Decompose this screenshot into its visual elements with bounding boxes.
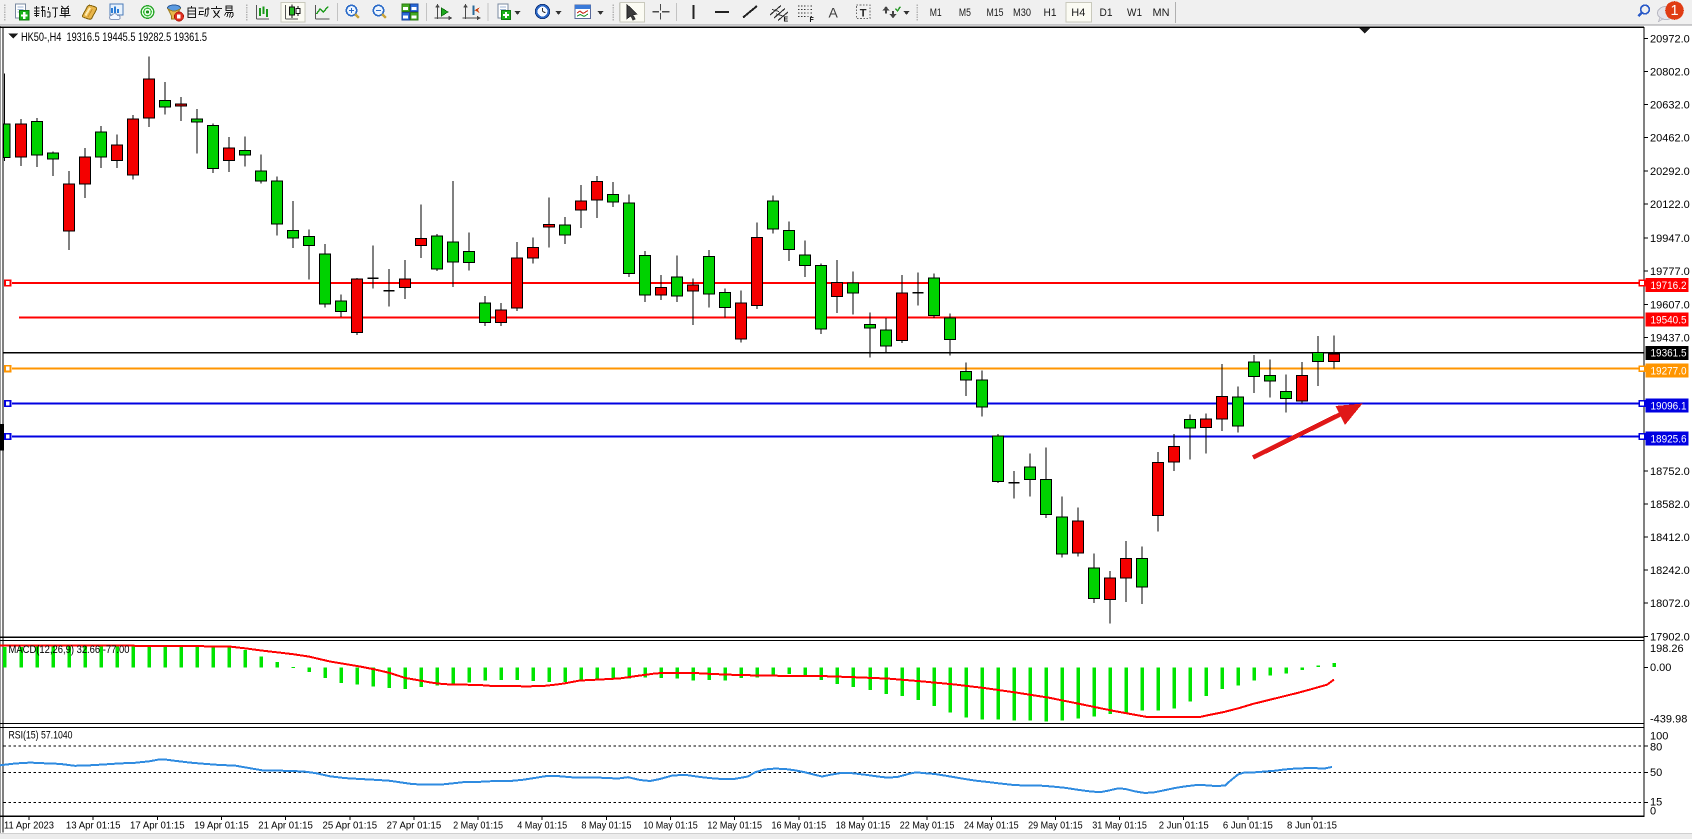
svg-text:H1: H1 bbox=[1044, 7, 1057, 19]
svg-text:10 May 01:15: 10 May 01:15 bbox=[643, 820, 698, 832]
svg-text:M30: M30 bbox=[1013, 7, 1031, 19]
svg-text:4 May 01:15: 4 May 01:15 bbox=[517, 820, 567, 832]
svg-text:MN: MN bbox=[1153, 7, 1170, 19]
svg-text:F: F bbox=[810, 17, 815, 24]
svg-text:T: T bbox=[860, 7, 867, 19]
svg-text:50: 50 bbox=[1650, 767, 1662, 779]
svg-text:25 Apr 01:15: 25 Apr 01:15 bbox=[323, 820, 378, 832]
svg-text:16 May 01:15: 16 May 01:15 bbox=[772, 820, 827, 832]
svg-text:21 Apr 01:15: 21 Apr 01:15 bbox=[258, 820, 313, 832]
svg-text:19277.0: 19277.0 bbox=[1651, 366, 1687, 378]
svg-text:MACD(12,26,9) 32.66 -77.00: MACD(12,26,9) 32.66 -77.00 bbox=[9, 644, 130, 656]
svg-text:13 Apr 01:15: 13 Apr 01:15 bbox=[66, 820, 121, 832]
svg-text:19607.0: 19607.0 bbox=[1650, 299, 1690, 311]
svg-text:H4: H4 bbox=[1071, 7, 1085, 19]
svg-text:22 May 01:15: 22 May 01:15 bbox=[900, 820, 955, 832]
svg-text:19437.0: 19437.0 bbox=[1650, 332, 1690, 344]
svg-text:M5: M5 bbox=[959, 7, 971, 19]
svg-text:20462.0: 20462.0 bbox=[1650, 133, 1690, 145]
svg-text:RSI(15) 57.1040: RSI(15) 57.1040 bbox=[9, 730, 73, 742]
svg-text:27 Apr 01:15: 27 Apr 01:15 bbox=[387, 820, 442, 832]
svg-text:31 May 01:15: 31 May 01:15 bbox=[1092, 820, 1147, 832]
svg-text:M15: M15 bbox=[987, 7, 1004, 19]
svg-text:19716.2: 19716.2 bbox=[1651, 280, 1687, 292]
svg-text:18242.0: 18242.0 bbox=[1650, 565, 1690, 577]
svg-text:20972.0: 20972.0 bbox=[1650, 33, 1690, 45]
svg-text:-439.98: -439.98 bbox=[1650, 714, 1687, 726]
svg-text:19947.0: 19947.0 bbox=[1650, 233, 1690, 245]
svg-text:18925.6: 18925.6 bbox=[1651, 434, 1687, 446]
svg-text:D1: D1 bbox=[1100, 7, 1113, 19]
svg-text:12 May 01:15: 12 May 01:15 bbox=[707, 820, 762, 832]
svg-text:8 May 01:15: 8 May 01:15 bbox=[581, 820, 631, 832]
svg-text:M1: M1 bbox=[930, 7, 942, 19]
svg-text:A: A bbox=[829, 5, 839, 21]
svg-text:100: 100 bbox=[1650, 731, 1668, 743]
svg-text:2 May 01:15: 2 May 01:15 bbox=[453, 820, 503, 832]
svg-text:17902.0: 17902.0 bbox=[1650, 631, 1690, 643]
svg-text:18072.0: 18072.0 bbox=[1650, 598, 1690, 610]
svg-text:80: 80 bbox=[1650, 741, 1662, 753]
svg-text:18412.0: 18412.0 bbox=[1650, 532, 1690, 544]
svg-text:19540.5: 19540.5 bbox=[1651, 315, 1687, 327]
svg-text:20292.0: 20292.0 bbox=[1650, 166, 1690, 178]
svg-text:29 May 01:15: 29 May 01:15 bbox=[1028, 820, 1083, 832]
svg-text:20632.0: 20632.0 bbox=[1650, 100, 1690, 112]
svg-text:8 Jun 01:15: 8 Jun 01:15 bbox=[1287, 820, 1337, 832]
svg-text:1: 1 bbox=[1670, 3, 1678, 19]
svg-text:18 May 01:15: 18 May 01:15 bbox=[836, 820, 891, 832]
svg-text:0: 0 bbox=[1650, 805, 1656, 817]
svg-text:2 Jun 01:15: 2 Jun 01:15 bbox=[1159, 820, 1209, 832]
svg-text:20802.0: 20802.0 bbox=[1650, 67, 1690, 79]
svg-text:18752.0: 18752.0 bbox=[1650, 466, 1690, 478]
svg-text:11 Apr 2023: 11 Apr 2023 bbox=[4, 820, 54, 832]
svg-text:E: E bbox=[784, 17, 789, 24]
svg-text:19 Apr 01:15: 19 Apr 01:15 bbox=[194, 820, 249, 832]
svg-text:24 May 01:15: 24 May 01:15 bbox=[964, 820, 1019, 832]
svg-text:HK50-,H4 19316.5 19445.5 1928: HK50-,H4 19316.5 19445.5 19282.5 19361.5 bbox=[21, 32, 207, 44]
svg-text:17 Apr 01:15: 17 Apr 01:15 bbox=[130, 820, 185, 832]
svg-text:19361.5: 19361.5 bbox=[1651, 348, 1687, 360]
svg-text:18582.0: 18582.0 bbox=[1650, 499, 1690, 511]
svg-text:198.26: 198.26 bbox=[1650, 643, 1684, 655]
svg-text:19777.0: 19777.0 bbox=[1650, 266, 1690, 278]
svg-text:0.00: 0.00 bbox=[1650, 662, 1671, 674]
svg-text:W1: W1 bbox=[1127, 7, 1142, 19]
svg-text:6 Jun 01:15: 6 Jun 01:15 bbox=[1223, 820, 1273, 832]
svg-text:15: 15 bbox=[1650, 796, 1662, 808]
svg-text:19096.1: 19096.1 bbox=[1651, 401, 1687, 413]
svg-text:20122.0: 20122.0 bbox=[1650, 199, 1690, 211]
